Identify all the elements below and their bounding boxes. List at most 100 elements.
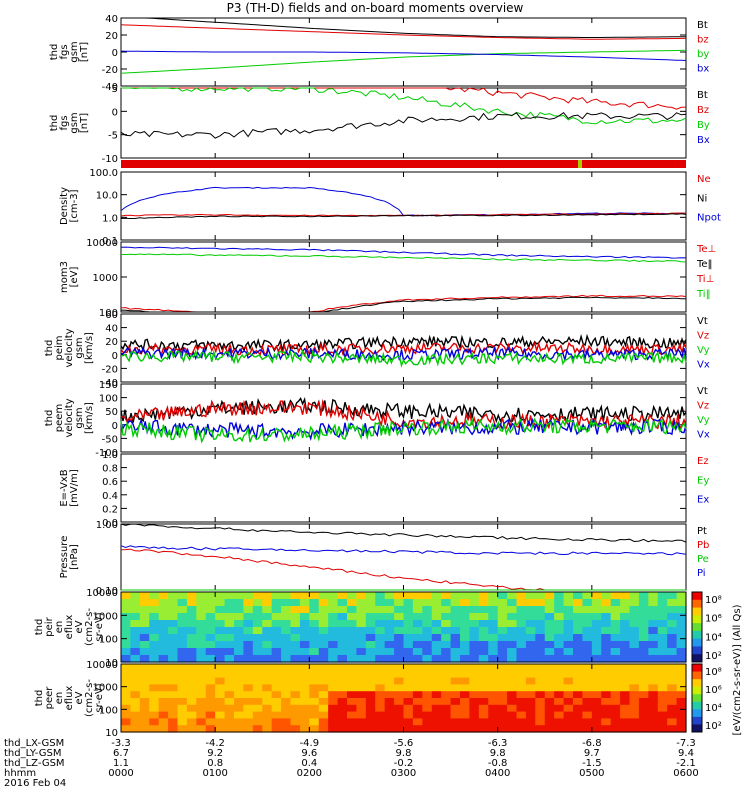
x-row-value: 9.8 [490, 748, 506, 759]
y-axis-label: eV [74, 691, 85, 704]
legend-label: Vz [697, 401, 709, 412]
y-axis-label: sr-eV) [94, 683, 105, 712]
x-row-value: 9.8 [396, 748, 412, 759]
y-axis-label: gsm [74, 407, 85, 428]
x-row-value: -4.9 [300, 738, 320, 749]
legend-label: Npot [697, 213, 721, 224]
y-axis-label: en [54, 692, 65, 705]
electron-colorbar-cell [692, 709, 702, 718]
y-tick-label: 1.0 [102, 213, 118, 224]
legend-label: Te⊥ [696, 244, 716, 255]
x-row-value: 0400 [485, 768, 510, 779]
series-line-Bz [121, 87, 687, 110]
series-line-Vz [120, 340, 687, 358]
x-row-value: -0.2 [394, 758, 414, 769]
legend-label: Vy [697, 345, 710, 356]
legend-label: Ex [697, 495, 709, 506]
series-line-Vy [120, 416, 687, 444]
y-axis-label: (cm2-s- [84, 608, 95, 646]
panel-8 [120, 523, 687, 591]
x-row-value: -3.3 [111, 738, 131, 749]
y-tick-label: -5 [108, 131, 118, 142]
electron-colorbar-cell [692, 679, 702, 688]
legend-label: Pb [697, 540, 709, 551]
electron-colorbar-cell [692, 664, 702, 673]
electron-colorbar-tick: 10⁸ [705, 667, 722, 678]
y-axis-label: fgs [59, 44, 70, 59]
y-axis-label: en [54, 621, 65, 634]
y-axis-label: (cm2-s- [84, 679, 95, 717]
y-axis-label: [nT] [79, 113, 90, 133]
x-row-value: 0000 [108, 768, 133, 779]
y-tick-label: 10 [105, 728, 118, 739]
y-axis-label: [km/s] [84, 402, 95, 434]
series-line-Pb [120, 548, 686, 591]
legend-label: Pt [697, 526, 707, 537]
series-line-Vt [120, 397, 687, 424]
y-axis-label: peem [54, 404, 65, 432]
y-tick-label: 0 [112, 107, 118, 118]
ion-colorbar-frame [691, 591, 703, 663]
y-tick-label: -40 [102, 378, 118, 389]
y-tick-label: -50 [102, 434, 118, 445]
y-axis-label: [eV] [69, 267, 80, 288]
series-line-by [120, 49, 687, 74]
y-tick-label: 0 [112, 421, 118, 432]
legend-label: Vy [697, 415, 710, 426]
series-line-Bt [120, 112, 687, 139]
x-row-value: -6.8 [582, 738, 602, 749]
panel-7 [120, 453, 687, 523]
y-axis-label: thd [49, 115, 60, 132]
y-tick-label: -40 [102, 82, 118, 93]
series-line-Vx [120, 417, 687, 441]
legend-label: bx [697, 64, 709, 75]
series-line-Bt [121, 17, 686, 38]
series-line-Vy [120, 349, 687, 368]
y-tick-label: 1.00 [96, 520, 118, 531]
electron-colorbar-cell [692, 694, 702, 703]
y-tick-label: 100.0 [89, 168, 118, 179]
x-row-value: 0300 [391, 768, 416, 779]
panel-2 [120, 87, 687, 159]
y-tick-label: 100 [99, 394, 118, 405]
y-tick-label: 1000 [93, 273, 118, 284]
y-axis-label: [cm-3] [69, 189, 80, 222]
ion-colorbar-cell [692, 592, 702, 601]
ion-colorbar-tick: 10⁸ [705, 595, 722, 606]
y-tick-label: -100 [95, 448, 118, 459]
x-row-value: 0.4 [301, 758, 317, 769]
x-row-value: 0100 [202, 768, 227, 779]
series-line-Npot [120, 186, 687, 217]
x-row-value: -4.2 [205, 738, 225, 749]
electron-colorbar-tick: 10⁶ [705, 685, 722, 696]
ion-colorbar-cell [692, 607, 702, 616]
electron-colorbar-cell [692, 701, 702, 710]
y-axis-label: thd [49, 44, 60, 61]
series-line-By [121, 87, 687, 125]
chart-title: P3 (TH-D) fields and on-board moments ov… [226, 1, 524, 15]
y-tick-label: 60 [105, 310, 118, 321]
x-row-value: 9.4 [678, 748, 694, 759]
y-axis-label: thd [34, 619, 45, 636]
ion-colorbar-cell [692, 646, 702, 655]
y-tick-label: 0.10 [96, 586, 118, 597]
y-axis-label: [nT] [79, 42, 90, 62]
y-axis-label: gsm [69, 112, 80, 133]
y-tick-label: 0.6 [102, 477, 118, 488]
colorbar-label: [eV/(cm2-s-sr-eV)] (All Qs) [732, 604, 743, 735]
electron-colorbar-cell [692, 686, 702, 695]
y-axis-label: thd [44, 340, 55, 357]
y-tick-label: -10 [102, 154, 118, 165]
series-line-Ti-par [121, 253, 687, 263]
y-tick-label: 150 [99, 380, 118, 391]
series-line-Ni [120, 213, 687, 219]
y-tick-label: 0.8 [102, 464, 118, 475]
electron-colorbar-tick: 10² [705, 721, 722, 732]
ion-colorbar-cell [692, 623, 702, 632]
panel-frame [120, 453, 687, 523]
y-tick-label: 0 [112, 351, 118, 362]
y-axis-label: [mV/m] [69, 469, 80, 507]
y-tick-label: 20 [105, 31, 118, 42]
y-tick-label: 0.4 [102, 491, 118, 502]
